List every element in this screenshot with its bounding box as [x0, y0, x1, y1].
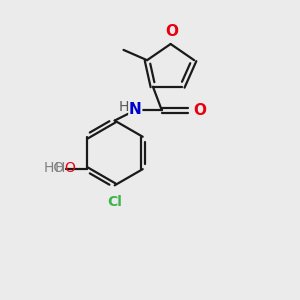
Text: H: H — [119, 100, 129, 114]
Text: O: O — [166, 24, 178, 39]
Text: N: N — [129, 102, 142, 117]
Text: H: H — [54, 161, 64, 175]
Text: Cl: Cl — [107, 195, 122, 209]
Text: O: O — [194, 103, 207, 118]
Text: HO: HO — [43, 161, 64, 175]
Text: O: O — [64, 161, 75, 175]
